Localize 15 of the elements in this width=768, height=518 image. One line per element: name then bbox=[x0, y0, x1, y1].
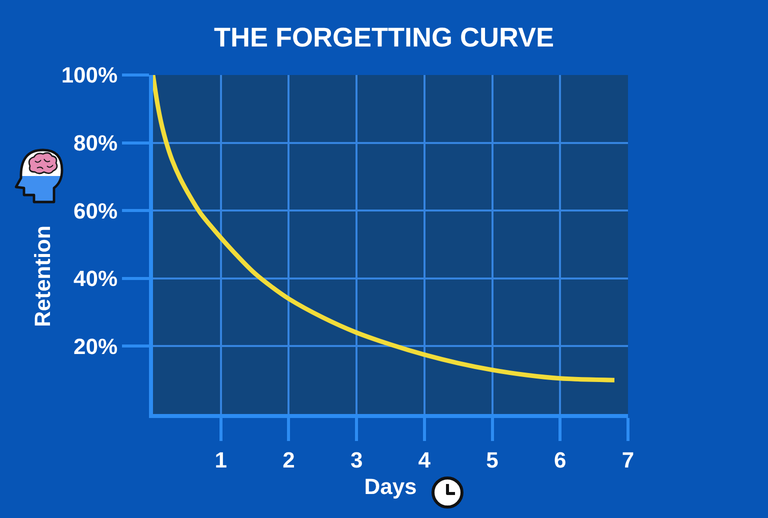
x-tick-label: 3 bbox=[350, 447, 363, 472]
y-tick-label: 60% bbox=[74, 198, 118, 224]
x-tick-label: 5 bbox=[486, 447, 498, 472]
y-tick-label: 80% bbox=[74, 130, 118, 156]
y-tick-label: 20% bbox=[74, 334, 118, 359]
x-tick-label: 7 bbox=[622, 447, 634, 472]
chart-title: THE FORGETTING CURVE bbox=[214, 22, 554, 52]
x-tick-label: 6 bbox=[554, 447, 566, 472]
x-tick-label: 1 bbox=[214, 447, 227, 472]
x-tick-label: 4 bbox=[418, 447, 432, 472]
x-axis-title: Days bbox=[364, 474, 417, 499]
x-tick-label: 2 bbox=[282, 447, 295, 472]
y-tick-label: 100% bbox=[61, 62, 118, 88]
y-tick-label: 40% bbox=[74, 266, 118, 292]
y-axis-title: Retention bbox=[30, 226, 55, 327]
